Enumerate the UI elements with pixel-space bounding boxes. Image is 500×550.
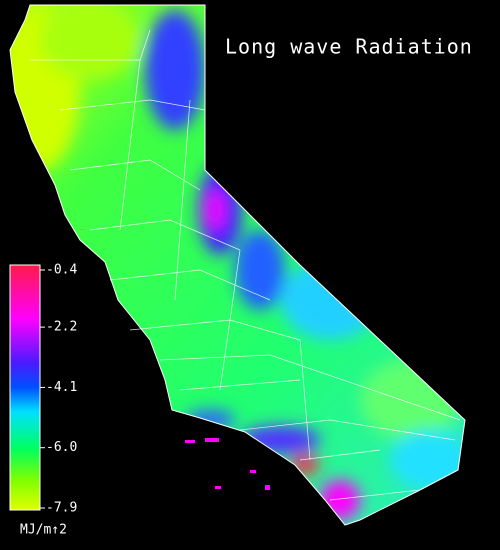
colorbar-tick-label: -0.4 [46,263,77,278]
colorbar-tick-label: -7.9 [46,501,77,516]
islands [185,438,270,490]
colorbar-tick-label: -6.0 [46,440,77,455]
state-border [9,4,466,526]
colorbar-tick-label: -2.2 [46,320,77,335]
colorbar-tick-label: -4.1 [46,380,77,395]
map-title: Long wave Radiation [225,35,473,59]
colorbar-unit: MJ/m↑2 [20,523,67,538]
county-lines [30,29,461,501]
colorbar [9,264,41,511]
